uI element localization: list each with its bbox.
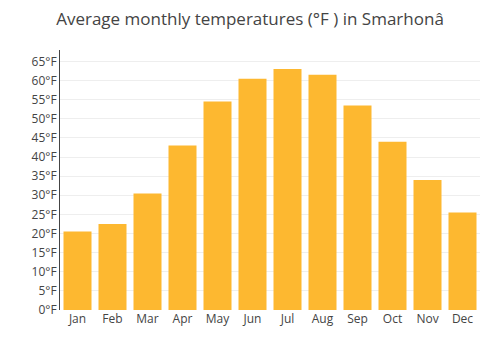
svg-text:Jan: Jan [68, 310, 86, 327]
svg-text:Jul: Jul [280, 310, 295, 327]
svg-text:45°F: 45°F [32, 129, 57, 146]
svg-text:40°F: 40°F [32, 148, 57, 165]
svg-text:15°F: 15°F [32, 244, 57, 261]
svg-text:30°F: 30°F [32, 186, 57, 203]
svg-text:25°F: 25°F [32, 206, 57, 223]
svg-text:20°F: 20°F [32, 225, 57, 242]
svg-text:Dec: Dec [452, 310, 473, 327]
svg-text:Apr: Apr [173, 310, 193, 327]
svg-text:Mar: Mar [136, 310, 158, 327]
svg-text:0°F: 0°F [38, 301, 56, 318]
svg-text:Jun: Jun [243, 310, 262, 327]
svg-text:10°F: 10°F [32, 263, 57, 280]
svg-text:5°F: 5°F [38, 282, 56, 299]
svg-text:Oct: Oct [383, 310, 402, 327]
svg-text:May: May [206, 310, 230, 327]
svg-text:35°F: 35°F [32, 167, 57, 184]
svg-text:Feb: Feb [102, 310, 122, 327]
svg-text:Sep: Sep [347, 310, 368, 327]
svg-text:60°F: 60°F [32, 72, 57, 89]
svg-text:Average monthly temperatures (: Average monthly temperatures (°F ) in Sm… [56, 7, 444, 30]
svg-text:50°F: 50°F [32, 110, 57, 127]
svg-text:Nov: Nov [416, 310, 438, 327]
svg-text:65°F: 65°F [32, 53, 57, 70]
svg-text:55°F: 55°F [32, 91, 57, 108]
svg-text:Aug: Aug [312, 310, 334, 327]
